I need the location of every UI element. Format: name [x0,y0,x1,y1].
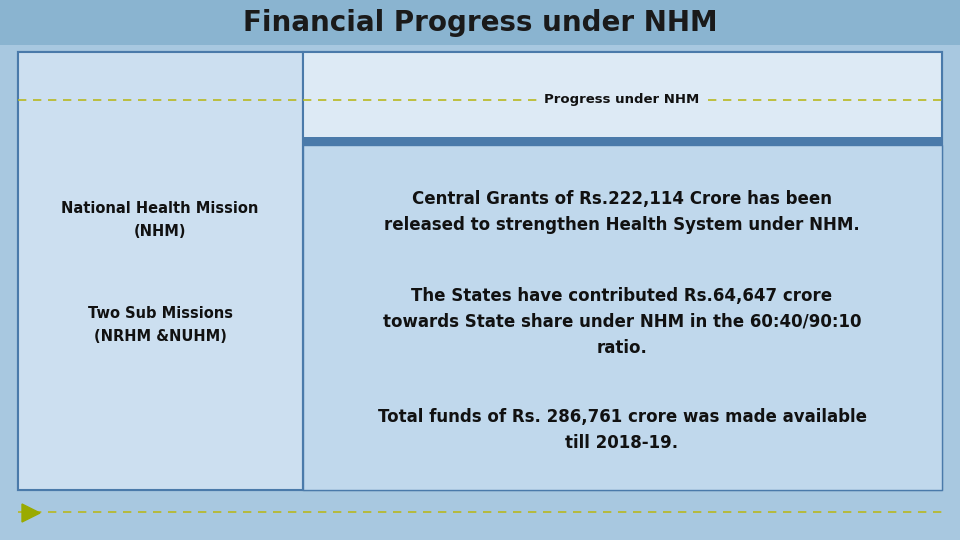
Bar [18,52,942,490]
Text: Two Sub Missions
(NRHM &NUHM): Two Sub Missions (NRHM &NUHM) [87,306,232,343]
Bar [0,0,960,45]
Text: Total funds of Rs. 286,761 crore was made available
till 2018-19.: Total funds of Rs. 286,761 crore was mad… [377,408,867,452]
Bar [303,137,942,145]
Bar [303,145,942,490]
Text: Financial Progress under NHM: Financial Progress under NHM [243,9,717,37]
Bar [303,52,942,490]
Text: The States have contributed Rs.64,647 crore
towards State share under NHM in the: The States have contributed Rs.64,647 cr… [383,287,861,357]
Polygon shape [22,504,40,522]
Text: National Health Mission
(NHM): National Health Mission (NHM) [61,201,258,239]
Bar [18,52,303,490]
Text: Central Grants of Rs.222,114 Crore has been
released to strengthen Health System: Central Grants of Rs.222,114 Crore has b… [384,190,860,234]
Text: Progress under NHM: Progress under NHM [544,93,700,106]
